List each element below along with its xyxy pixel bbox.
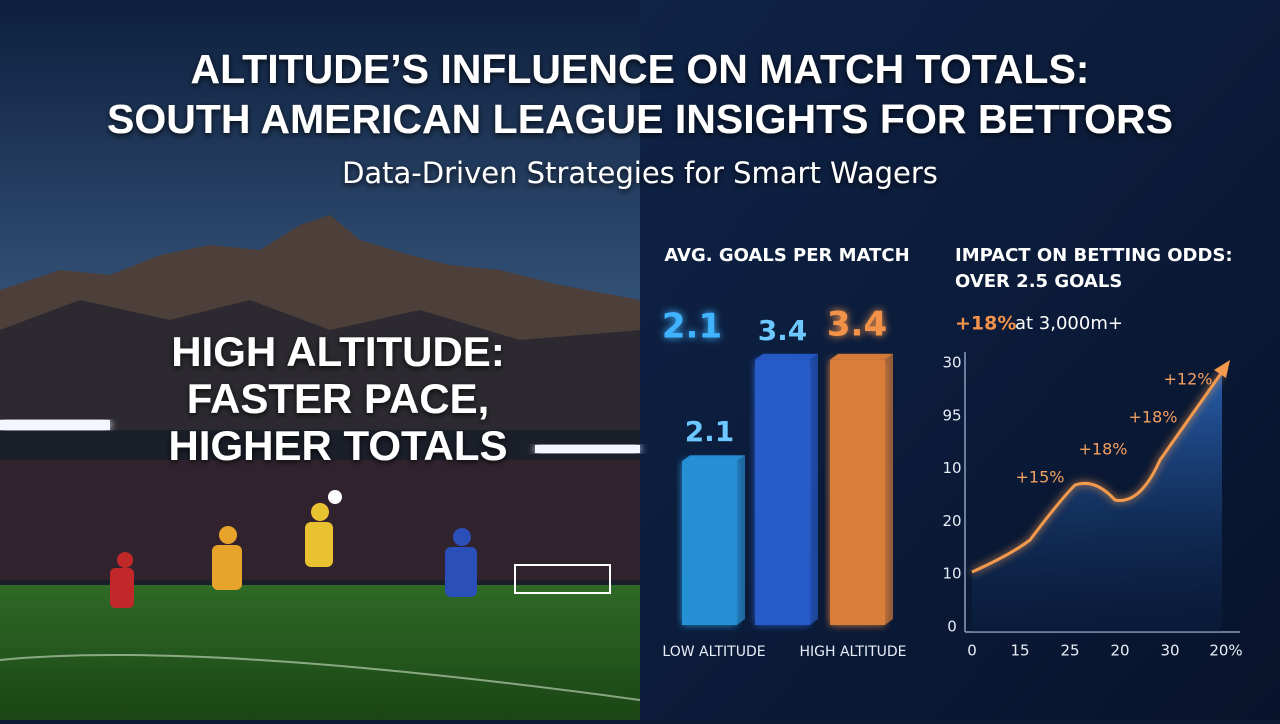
x-label: 0: [967, 642, 977, 660]
subtitle: Data-Driven Strategies for Smart Wagers: [342, 156, 938, 190]
y-label: 10: [942, 459, 961, 477]
bar-top: [830, 353, 893, 360]
bar-side: [810, 353, 818, 625]
bar: [755, 359, 810, 625]
area: [972, 372, 1222, 632]
trend-line: [971, 371, 1224, 574]
bar: [830, 359, 885, 625]
hero-line: FASTER PACE,: [187, 375, 490, 422]
goals-chart: AVG. GOALS PER MATCH 2.1 3.4 2.1 LOW ALTI…: [662, 245, 910, 660]
x-label: 15: [1010, 642, 1029, 660]
bar-side: [885, 353, 893, 625]
x-label: 20%: [1209, 642, 1242, 660]
x-label: 25: [1060, 642, 1079, 660]
title-line: ALTITUDE’S INFLUENCE ON MATCH TOTALS:: [191, 46, 1090, 92]
arrow-head: [1214, 360, 1230, 378]
y-label: 95: [942, 406, 961, 424]
bar-label: 2.1: [685, 415, 735, 448]
headline-value: 2.1: [662, 307, 722, 347]
header: ALTITUDE’S INFLUENCE ON MATCH TOTALS: SO…: [107, 46, 1173, 190]
y-label: 0: [947, 618, 957, 636]
chart-title: AVG. GOALS PER MATCH: [664, 245, 909, 266]
bar-label: 3.4: [758, 314, 808, 347]
annotation: +18%: [1129, 408, 1178, 427]
x-label: 20: [1110, 642, 1129, 660]
x-label: 30: [1160, 642, 1179, 660]
category-label: LOW ALTITUDE: [662, 644, 765, 660]
bar-side: [737, 455, 745, 625]
bar-top: [755, 353, 818, 360]
y-label: 30: [942, 354, 961, 372]
bar: [682, 461, 737, 625]
title-line: SOUTH AMERICAN LEAGUE INSIGHTS FOR BETTO…: [107, 96, 1173, 142]
chart-title: IMPACT ON BETTING ODDS:: [955, 245, 1233, 266]
hero-line: HIGH ALTITUDE:: [171, 328, 505, 375]
hero: HIGH ALTITUDE: FASTER PACE, HIGHER TOTAL…: [168, 328, 507, 469]
bar-top: [682, 455, 745, 462]
annotation: +18%: [1079, 440, 1128, 459]
highlight: +18%: [955, 313, 1016, 335]
annotation: +12%: [1164, 370, 1213, 389]
headline-value: 3.4: [827, 305, 887, 345]
annotation: +15%: [1016, 468, 1065, 487]
labels: 30 95 10 20 10 00 15 25 20 30 20% +15% +18%+18% +12%: [942, 354, 1242, 660]
hero-line: HIGHER TOTALS: [168, 422, 507, 469]
odds-chart: IMPACT ON BETTING ODDS: OVER 2.5 GOALS +…: [942, 245, 1242, 660]
chart-title: OVER 2.5 GOALS: [955, 271, 1122, 292]
category-label: HIGH ALTITUDE: [799, 644, 906, 660]
y-label: 10: [942, 565, 961, 583]
y-label: 20: [942, 512, 961, 530]
highlight-note: at 3,000m+: [1015, 313, 1123, 334]
